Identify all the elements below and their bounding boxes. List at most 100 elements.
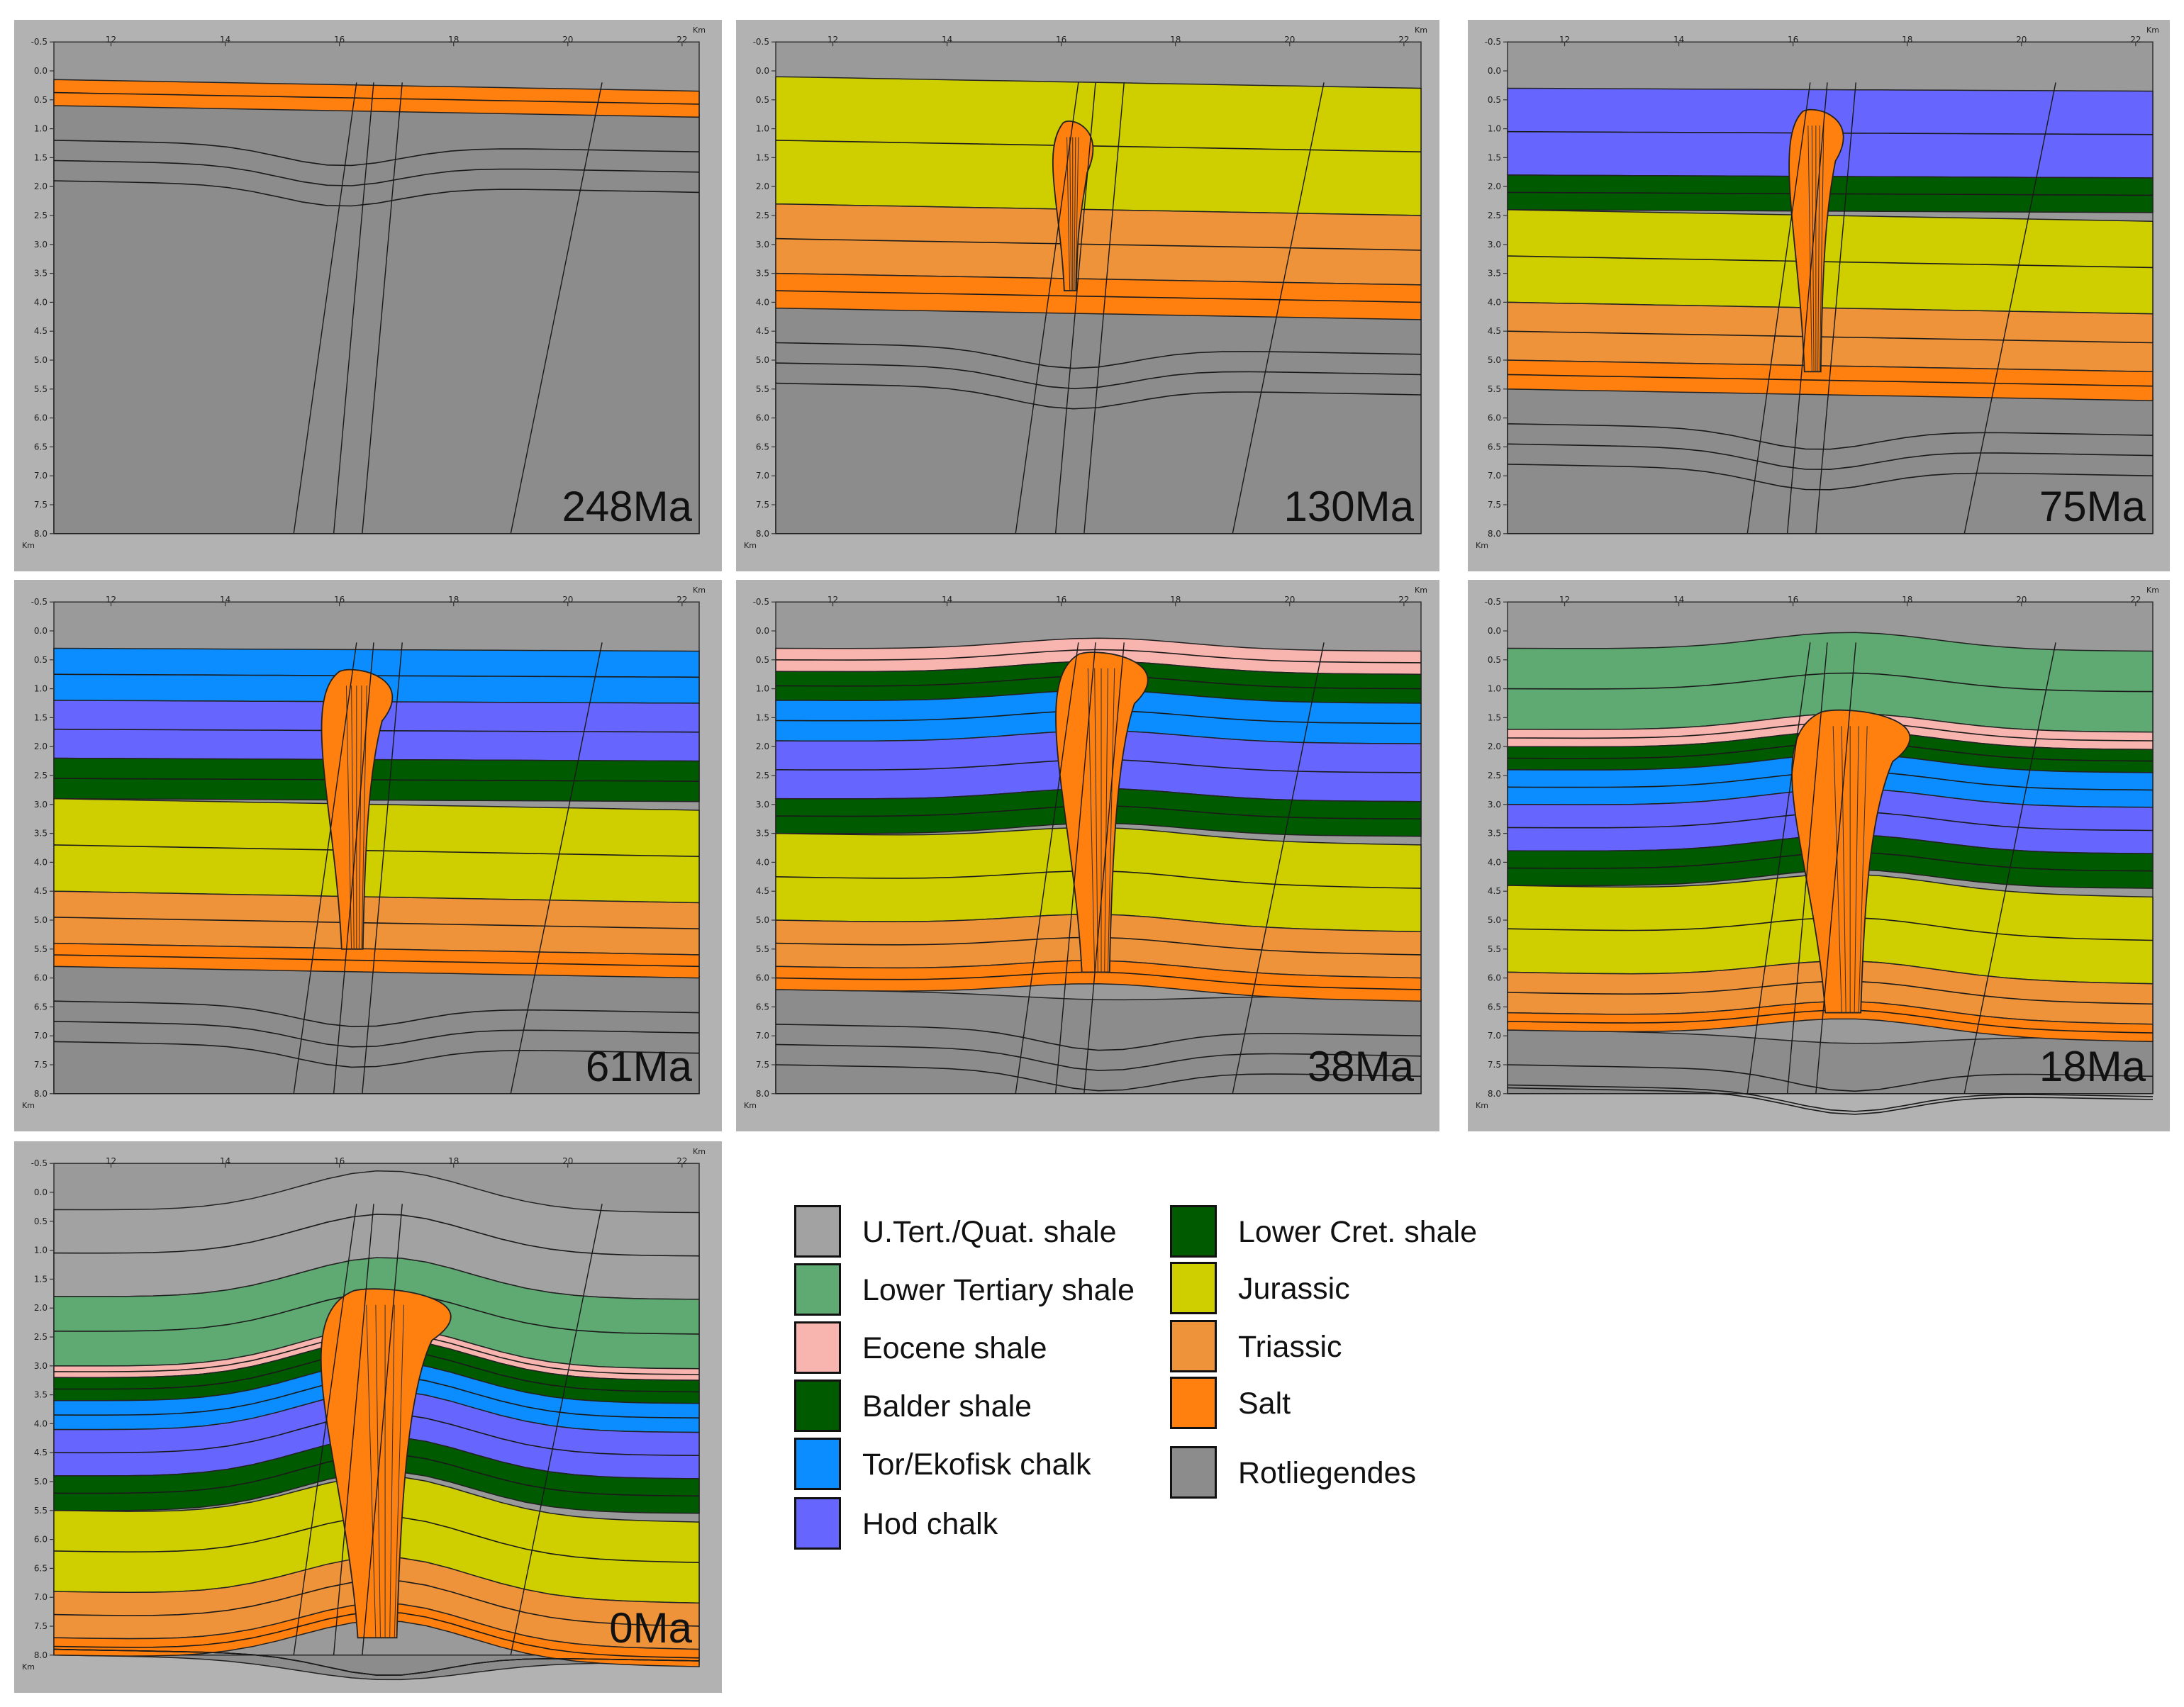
age-label: 75Ma bbox=[2039, 483, 2146, 530]
diapir-internal-line bbox=[1858, 726, 1868, 1013]
fault-line bbox=[1083, 82, 1125, 534]
x-tick-label: 16 bbox=[334, 35, 345, 45]
fault-line bbox=[333, 1204, 374, 1655]
y-tick-label: 1.5 bbox=[756, 152, 769, 162]
y-tick-label: 4.5 bbox=[34, 886, 48, 896]
y-axis-unit: Km bbox=[1476, 1101, 1488, 1110]
y-tick-label: 2.5 bbox=[1488, 211, 1501, 220]
y-tick-label: 6.0 bbox=[34, 1535, 48, 1545]
horizon-line bbox=[53, 91, 700, 105]
y-axis-unit: Km bbox=[22, 541, 35, 550]
basement-horizon bbox=[53, 1021, 700, 1048]
y-tick-label: 1.5 bbox=[1488, 152, 1501, 162]
fault-line bbox=[293, 642, 357, 1094]
x-tick-label: 18 bbox=[1170, 595, 1181, 605]
y-tick-label: 7.5 bbox=[756, 500, 769, 510]
y-tick-label: 2.0 bbox=[1488, 741, 1501, 751]
fault-line bbox=[1963, 82, 2056, 534]
fault-line bbox=[510, 1204, 603, 1655]
x-tick-label: 12 bbox=[106, 1156, 116, 1166]
y-tick-label: 1.0 bbox=[34, 124, 48, 134]
diapir-internal-line bbox=[1094, 668, 1098, 973]
legend-label: Balder shale bbox=[862, 1389, 1032, 1423]
age-label: 61Ma bbox=[586, 1043, 693, 1090]
legend-swatch bbox=[794, 1438, 841, 1490]
x-tick-label: 20 bbox=[2016, 595, 2027, 605]
y-tick-label: 8.0 bbox=[34, 1089, 48, 1099]
basement-horizon bbox=[1507, 423, 2154, 450]
y-tick-label: 3.0 bbox=[756, 800, 769, 810]
legend-item-lower-cret-shale: Lower Cret. shale bbox=[1170, 1205, 1539, 1262]
legend-label: Triassic bbox=[1238, 1330, 1342, 1364]
fault-line bbox=[293, 82, 357, 534]
basement-horizon bbox=[775, 1043, 1422, 1071]
horizon-line bbox=[775, 140, 1422, 152]
section-svg: 12 14 16 18 20 22 Km -0.5 0.0 0.5 1.0 1.5 2.0 2.5 3.0 3… bbox=[744, 586, 1427, 1110]
y-tick-label: 4.5 bbox=[1488, 886, 1501, 896]
diapir-internal-line bbox=[358, 685, 362, 949]
fault-line bbox=[1054, 82, 1096, 534]
y-tick-label: 6.5 bbox=[756, 1002, 769, 1012]
y-axis-unit: Km bbox=[744, 1101, 757, 1110]
y-tick-label: 5.5 bbox=[1488, 944, 1501, 954]
y-tick-label: 2.0 bbox=[34, 741, 48, 751]
layer-lower-cret-shale bbox=[53, 1436, 700, 1514]
legend-label: Lower Tertiary shale bbox=[862, 1273, 1135, 1307]
y-tick-label: 0.0 bbox=[34, 66, 48, 76]
y-tick-label: 6.5 bbox=[34, 442, 48, 452]
horizon-line bbox=[1507, 255, 2154, 269]
horizon-line bbox=[775, 649, 1422, 664]
y-tick-label: 5.5 bbox=[34, 384, 48, 394]
horizon-line bbox=[775, 237, 1422, 251]
y-tick-label: 6.0 bbox=[1488, 973, 1501, 983]
y-axis-unit: Km bbox=[744, 541, 757, 550]
section-svg: 12 14 16 18 20 22 Km -0.5 0.0 0.5 1.0 1.5 2.0 2.5 3.0 3… bbox=[22, 1147, 706, 1681]
y-tick-label: 1.0 bbox=[756, 684, 769, 694]
diapir-internal-line bbox=[1854, 726, 1859, 1013]
y-tick-label: 5.5 bbox=[756, 384, 769, 394]
legend-label: Rotliegendes bbox=[1238, 1456, 1417, 1490]
legend-swatch bbox=[1170, 1446, 1217, 1499]
y-tick-label: 8.0 bbox=[34, 529, 48, 539]
basement-horizon bbox=[1507, 464, 2154, 491]
x-tick-label: 18 bbox=[1170, 35, 1181, 45]
x-tick-label: 12 bbox=[106, 595, 116, 605]
y-tick-label: 8.0 bbox=[1488, 1089, 1501, 1099]
y-tick-label: 8.0 bbox=[756, 1089, 769, 1099]
y-tick-label: 5.5 bbox=[756, 944, 769, 954]
layer-rotliegendes bbox=[1507, 1029, 2154, 1095]
fault-line bbox=[1746, 642, 1811, 1094]
x-tick-label: 20 bbox=[2016, 35, 2027, 45]
y-tick-label: 4.5 bbox=[34, 1448, 48, 1457]
age-label: 130Ma bbox=[1284, 483, 1415, 530]
y-tick-label: 4.0 bbox=[756, 297, 769, 307]
y-tick-label: 3.0 bbox=[34, 1361, 48, 1371]
fault-line bbox=[333, 82, 374, 534]
section-svg: 12 14 16 18 20 22 Km -0.5 0.0 0.5 1.0 1.5 2.0 2.5 3.0 3… bbox=[744, 26, 1427, 550]
x-tick-label: 16 bbox=[1788, 595, 1798, 605]
x-tick-label: 16 bbox=[1056, 595, 1066, 605]
x-tick-label: 18 bbox=[448, 35, 459, 45]
y-tick-label: 3.5 bbox=[34, 829, 48, 839]
diapir-internal-line bbox=[1832, 726, 1842, 1013]
fault-line bbox=[1786, 642, 1828, 1094]
y-tick-label: 4.5 bbox=[1488, 326, 1501, 336]
basement-horizon bbox=[775, 362, 1422, 390]
fault-line bbox=[1232, 642, 1325, 1094]
legend-label: Hod chalk bbox=[862, 1507, 998, 1541]
x-tick-label: 14 bbox=[220, 1156, 230, 1166]
diapir-internal-line bbox=[1107, 668, 1115, 973]
horizon-line bbox=[53, 954, 700, 968]
diapir-internal-line bbox=[1104, 668, 1108, 973]
fault-line bbox=[1054, 642, 1096, 1094]
basement-horizon bbox=[53, 1041, 700, 1068]
horizon-line bbox=[53, 844, 700, 857]
diapir-internal-line bbox=[1074, 137, 1076, 291]
y-tick-label: 5.5 bbox=[34, 944, 48, 954]
y-tick-label: 6.5 bbox=[1488, 442, 1501, 452]
legend-swatch bbox=[794, 1379, 841, 1432]
y-tick-label: 0.5 bbox=[34, 655, 48, 665]
legend-item-hod-chalk: Hod chalk bbox=[794, 1497, 1163, 1554]
y-tick-label: 3.5 bbox=[756, 269, 769, 279]
y-tick-label: 6.0 bbox=[1488, 413, 1501, 423]
